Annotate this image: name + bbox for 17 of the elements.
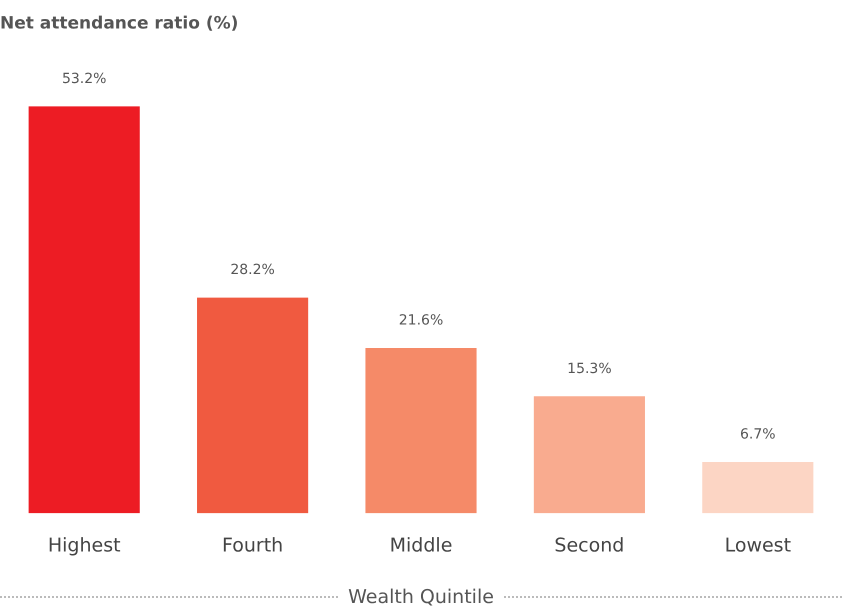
data-label: 28.2%: [230, 262, 275, 278]
x-tick-label: Highest: [48, 534, 121, 557]
bar: [28, 106, 140, 514]
data-label: 21.6%: [398, 312, 444, 329]
data-label: 53.2%: [62, 71, 106, 88]
x-tick-label: Second: [554, 534, 624, 557]
chart-title: Net attendance ratio (%): [0, 14, 238, 34]
bar: [365, 348, 477, 514]
data-label: 15.3%: [567, 360, 612, 377]
bar: [534, 396, 645, 514]
x-tick-label: Lowest: [724, 534, 792, 557]
bar: [702, 462, 814, 514]
bar: [197, 298, 308, 514]
x-tick-label: Middle: [390, 534, 452, 557]
x-axis-title: Wealth Quintile: [347, 586, 495, 606]
data-label: 6.7%: [740, 426, 776, 443]
x-tick-label: Fourth: [222, 534, 284, 557]
